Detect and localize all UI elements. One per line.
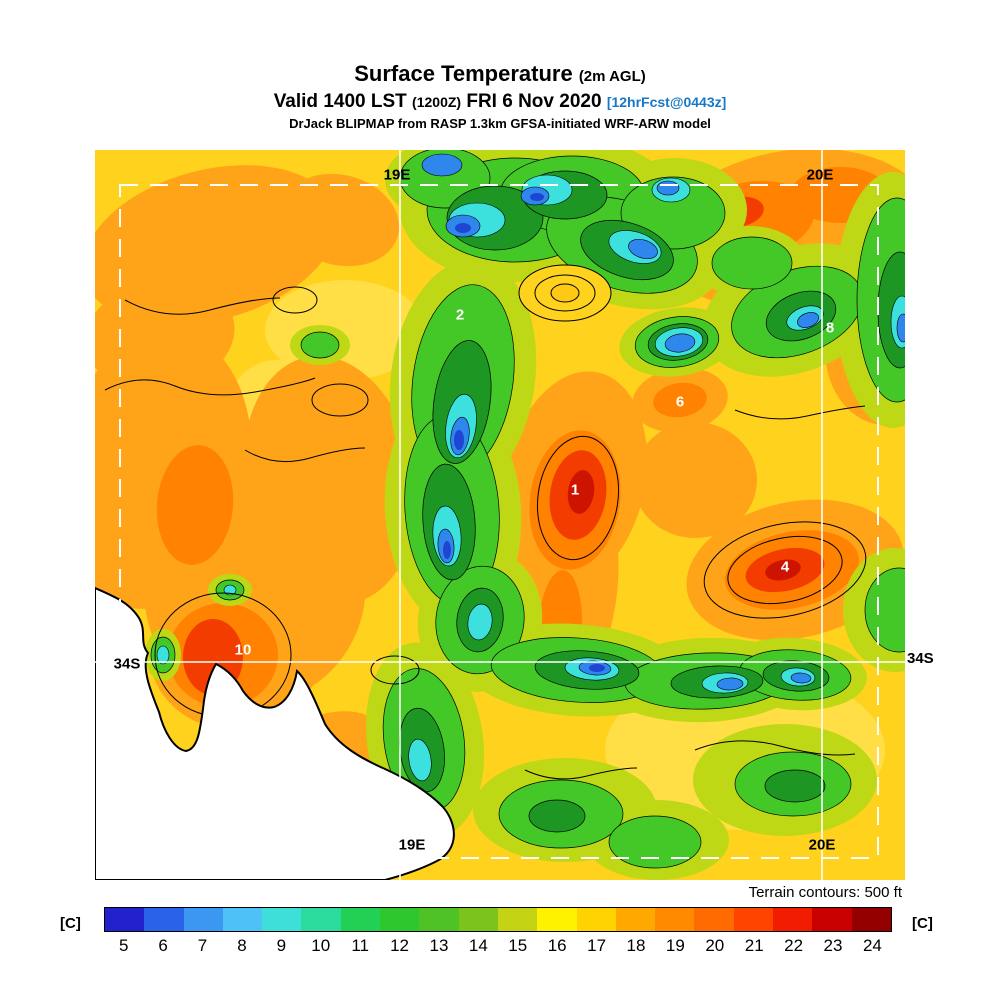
grid-label-19e-top: 19E <box>383 166 411 184</box>
colorbar-tick-label: 7 <box>197 936 208 955</box>
colorbar-tick-label: 17 <box>587 936 607 955</box>
colorbar-tick-label: 13 <box>429 936 449 955</box>
colorbar-segment <box>262 908 302 931</box>
colorbar-segment <box>576 908 616 931</box>
colorbar <box>104 907 892 932</box>
grid-label-34s-left: 34S <box>110 655 144 673</box>
colorbar-tick-label: 6 <box>158 936 168 955</box>
colorbar-segment <box>380 908 420 931</box>
colorbar-unit-left: [C] <box>60 915 81 932</box>
valid-zulu: (1200Z) <box>412 93 462 110</box>
colorbar-segment <box>812 908 852 931</box>
colorbar-segment <box>694 908 734 931</box>
model-line: DrJack BLIPMAP from RASP 1.3km GFSA-init… <box>289 116 711 132</box>
colorbar-segment <box>222 908 263 931</box>
colorbar-segment <box>183 908 223 931</box>
colorbar-tick-label: 9 <box>276 936 287 955</box>
colorbar-tick-label: 10 <box>311 936 331 955</box>
title-line: Surface Temperature (2m AGL) <box>0 60 1000 88</box>
grid-label-20e-bottom: 20E <box>808 836 836 854</box>
page-title-suffix: (2m AGL) <box>578 68 646 85</box>
colorbar-tick-label: 19 <box>665 936 685 955</box>
coastline <box>95 586 455 880</box>
page-title: Surface Temperature <box>354 61 573 86</box>
valid-time: Valid 1400 LST <box>273 90 407 112</box>
colorbar-segment <box>458 908 498 931</box>
grid-label-19e-bottom: 19E <box>398 836 426 854</box>
colorbar-segment <box>105 908 145 931</box>
grid-label-20e-top: 20E <box>806 166 834 184</box>
colorbar-tick-label: 14 <box>468 936 488 955</box>
colorbar-tick-label: 11 <box>351 936 369 955</box>
colorbar-tick-label: 20 <box>705 936 725 955</box>
region-marker-4: 4 <box>780 558 790 576</box>
header: Surface Temperature (2m AGL) Valid 1400 … <box>0 60 1000 133</box>
colorbar-tick-label: 5 <box>118 936 129 955</box>
colorbar-segment <box>537 908 577 931</box>
colorbar-tick-label: 23 <box>823 936 843 955</box>
colorbar-segment <box>615 908 656 931</box>
valid-line: Valid 1400 LST (1200Z) FRI 6 Nov 2020 [1… <box>0 90 1000 114</box>
grid-label-34s-right: 34S <box>907 650 934 667</box>
colorbar-tick-label: 24 <box>862 936 882 955</box>
colorbar-segment <box>497 908 538 931</box>
colorbar-segment <box>301 908 341 931</box>
region-marker-8: 8 <box>825 319 835 337</box>
colorbar-tick-label: 12 <box>390 936 409 955</box>
valid-date: FRI 6 Nov 2020 <box>466 90 602 112</box>
colorbar-tick-label: 8 <box>237 936 247 955</box>
colorbar-segment <box>733 908 774 931</box>
colorbar-segment <box>340 908 381 931</box>
temperature-map: 19E 20E 34S 19E 20E 2 8 6 1 4 10 <box>95 150 905 880</box>
temperature-field-plot <box>95 150 905 880</box>
terrain-note: Terrain contours: 500 ft <box>748 884 902 901</box>
colorbar-segment <box>773 908 813 931</box>
colorbar-segment <box>655 908 695 931</box>
colorbar-ticks: 5 6 7 8 9 10 11 12 13 14 15 16 17 18 19 20 21 22 23 24 <box>104 936 892 956</box>
graticule <box>95 150 905 880</box>
region-marker-10: 10 <box>234 641 252 659</box>
colorbar-tick-label: 18 <box>626 936 646 955</box>
region-marker-1: 1 <box>570 481 580 499</box>
colorbar-segment <box>851 908 891 931</box>
colorbar-tick-label: 22 <box>784 936 804 955</box>
colorbar-tick-label: 16 <box>547 936 567 955</box>
region-marker-2: 2 <box>455 306 465 324</box>
forecast-stamp: [12hrFcst@0443z] <box>606 93 727 110</box>
colorbar-tick-label: 21 <box>744 936 764 955</box>
colorbar-segment <box>419 908 459 931</box>
colorbar-tick-label: 15 <box>508 936 528 955</box>
colorbar-unit-right: [C] <box>912 915 933 932</box>
region-marker-6: 6 <box>675 393 685 411</box>
colorbar-segment <box>144 908 184 931</box>
